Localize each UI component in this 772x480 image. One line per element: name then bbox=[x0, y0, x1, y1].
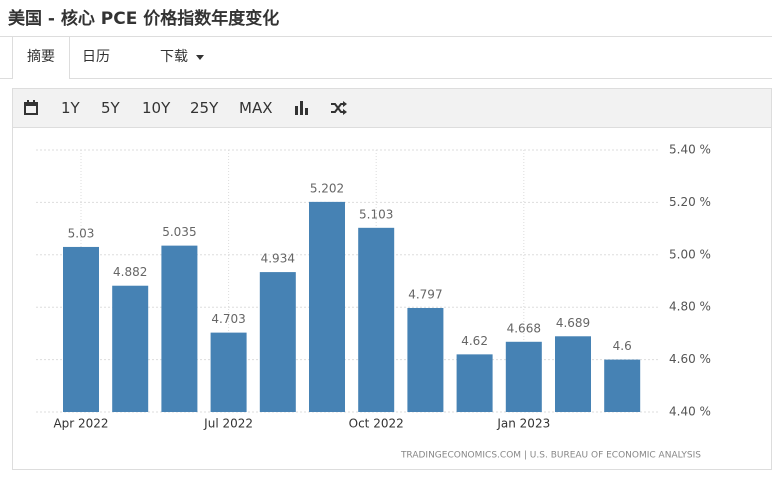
chart-panel: TRADINGECONOMICS.COM | U.S. BUREAU OF EC… bbox=[12, 128, 772, 470]
bar bbox=[259, 272, 296, 412]
bar bbox=[210, 332, 247, 412]
x-tick-label: Oct 2022 bbox=[349, 417, 404, 431]
tab[interactable]: 摘要 bbox=[12, 37, 70, 79]
range-button[interactable]: 5Y bbox=[101, 99, 120, 117]
bar bbox=[505, 341, 542, 412]
range-button[interactable]: MAX bbox=[239, 99, 273, 117]
value-label: 4.668 bbox=[507, 321, 541, 335]
bar bbox=[358, 227, 395, 412]
x-tick-label: Apr 2022 bbox=[53, 417, 108, 431]
shuffle-icon[interactable] bbox=[331, 101, 347, 115]
caret bbox=[196, 55, 204, 60]
value-label: 5.202 bbox=[310, 181, 344, 195]
value-label: 5.103 bbox=[359, 207, 393, 221]
x-tick-label: Jul 2022 bbox=[203, 417, 253, 431]
value-label: 4.689 bbox=[556, 316, 590, 330]
x-tick-label: Jan 2023 bbox=[496, 417, 550, 431]
range-button[interactable]: 10Y bbox=[142, 99, 171, 117]
y-tick-label: 5.00 % bbox=[669, 247, 711, 261]
page-title: 美国 - 核心 PCE 价格指数年度变化 bbox=[8, 9, 280, 29]
value-label: 4.882 bbox=[113, 265, 147, 279]
tab[interactable]: 日历 bbox=[82, 49, 110, 65]
value-label: 5.035 bbox=[162, 225, 196, 239]
y-tick-label: 4.40 % bbox=[669, 405, 711, 419]
value-label: 4.934 bbox=[261, 252, 295, 266]
value-label: 4.6 bbox=[613, 339, 632, 353]
calendar-icon[interactable] bbox=[24, 100, 38, 115]
bar bbox=[112, 285, 149, 412]
y-tick-label: 5.40 % bbox=[669, 143, 711, 157]
value-label: 4.703 bbox=[211, 312, 245, 326]
bar bbox=[555, 336, 591, 412]
bar bbox=[309, 201, 345, 412]
value-label: 4.797 bbox=[408, 287, 442, 301]
bar-chart-icon[interactable] bbox=[295, 101, 309, 115]
bar bbox=[161, 245, 198, 412]
range-button[interactable]: 25Y bbox=[190, 99, 219, 117]
y-tick-label: 4.60 % bbox=[669, 352, 711, 366]
bar bbox=[604, 359, 641, 412]
range-button[interactable]: 1Y bbox=[61, 99, 80, 117]
value-label: 5.03 bbox=[68, 226, 95, 240]
bar bbox=[407, 307, 444, 412]
chart: TRADINGECONOMICS.COM | U.S. BUREAU OF EC… bbox=[36, 143, 711, 461]
bar bbox=[63, 246, 99, 412]
bar bbox=[456, 354, 493, 412]
toolbar: 1Y 5Y 10Y 25Y MAX bbox=[12, 88, 772, 128]
source: TRADINGECONOMICS.COM | U.S. BUREAU OF EC… bbox=[400, 451, 701, 461]
y-tick-label: 4.80 % bbox=[669, 300, 711, 314]
tab-bar: 摘要 日历 下载 bbox=[0, 36, 772, 79]
tab[interactable]: 下载 bbox=[160, 49, 188, 65]
y-tick-label: 5.20 % bbox=[669, 195, 711, 209]
value-label: 4.62 bbox=[461, 334, 488, 348]
